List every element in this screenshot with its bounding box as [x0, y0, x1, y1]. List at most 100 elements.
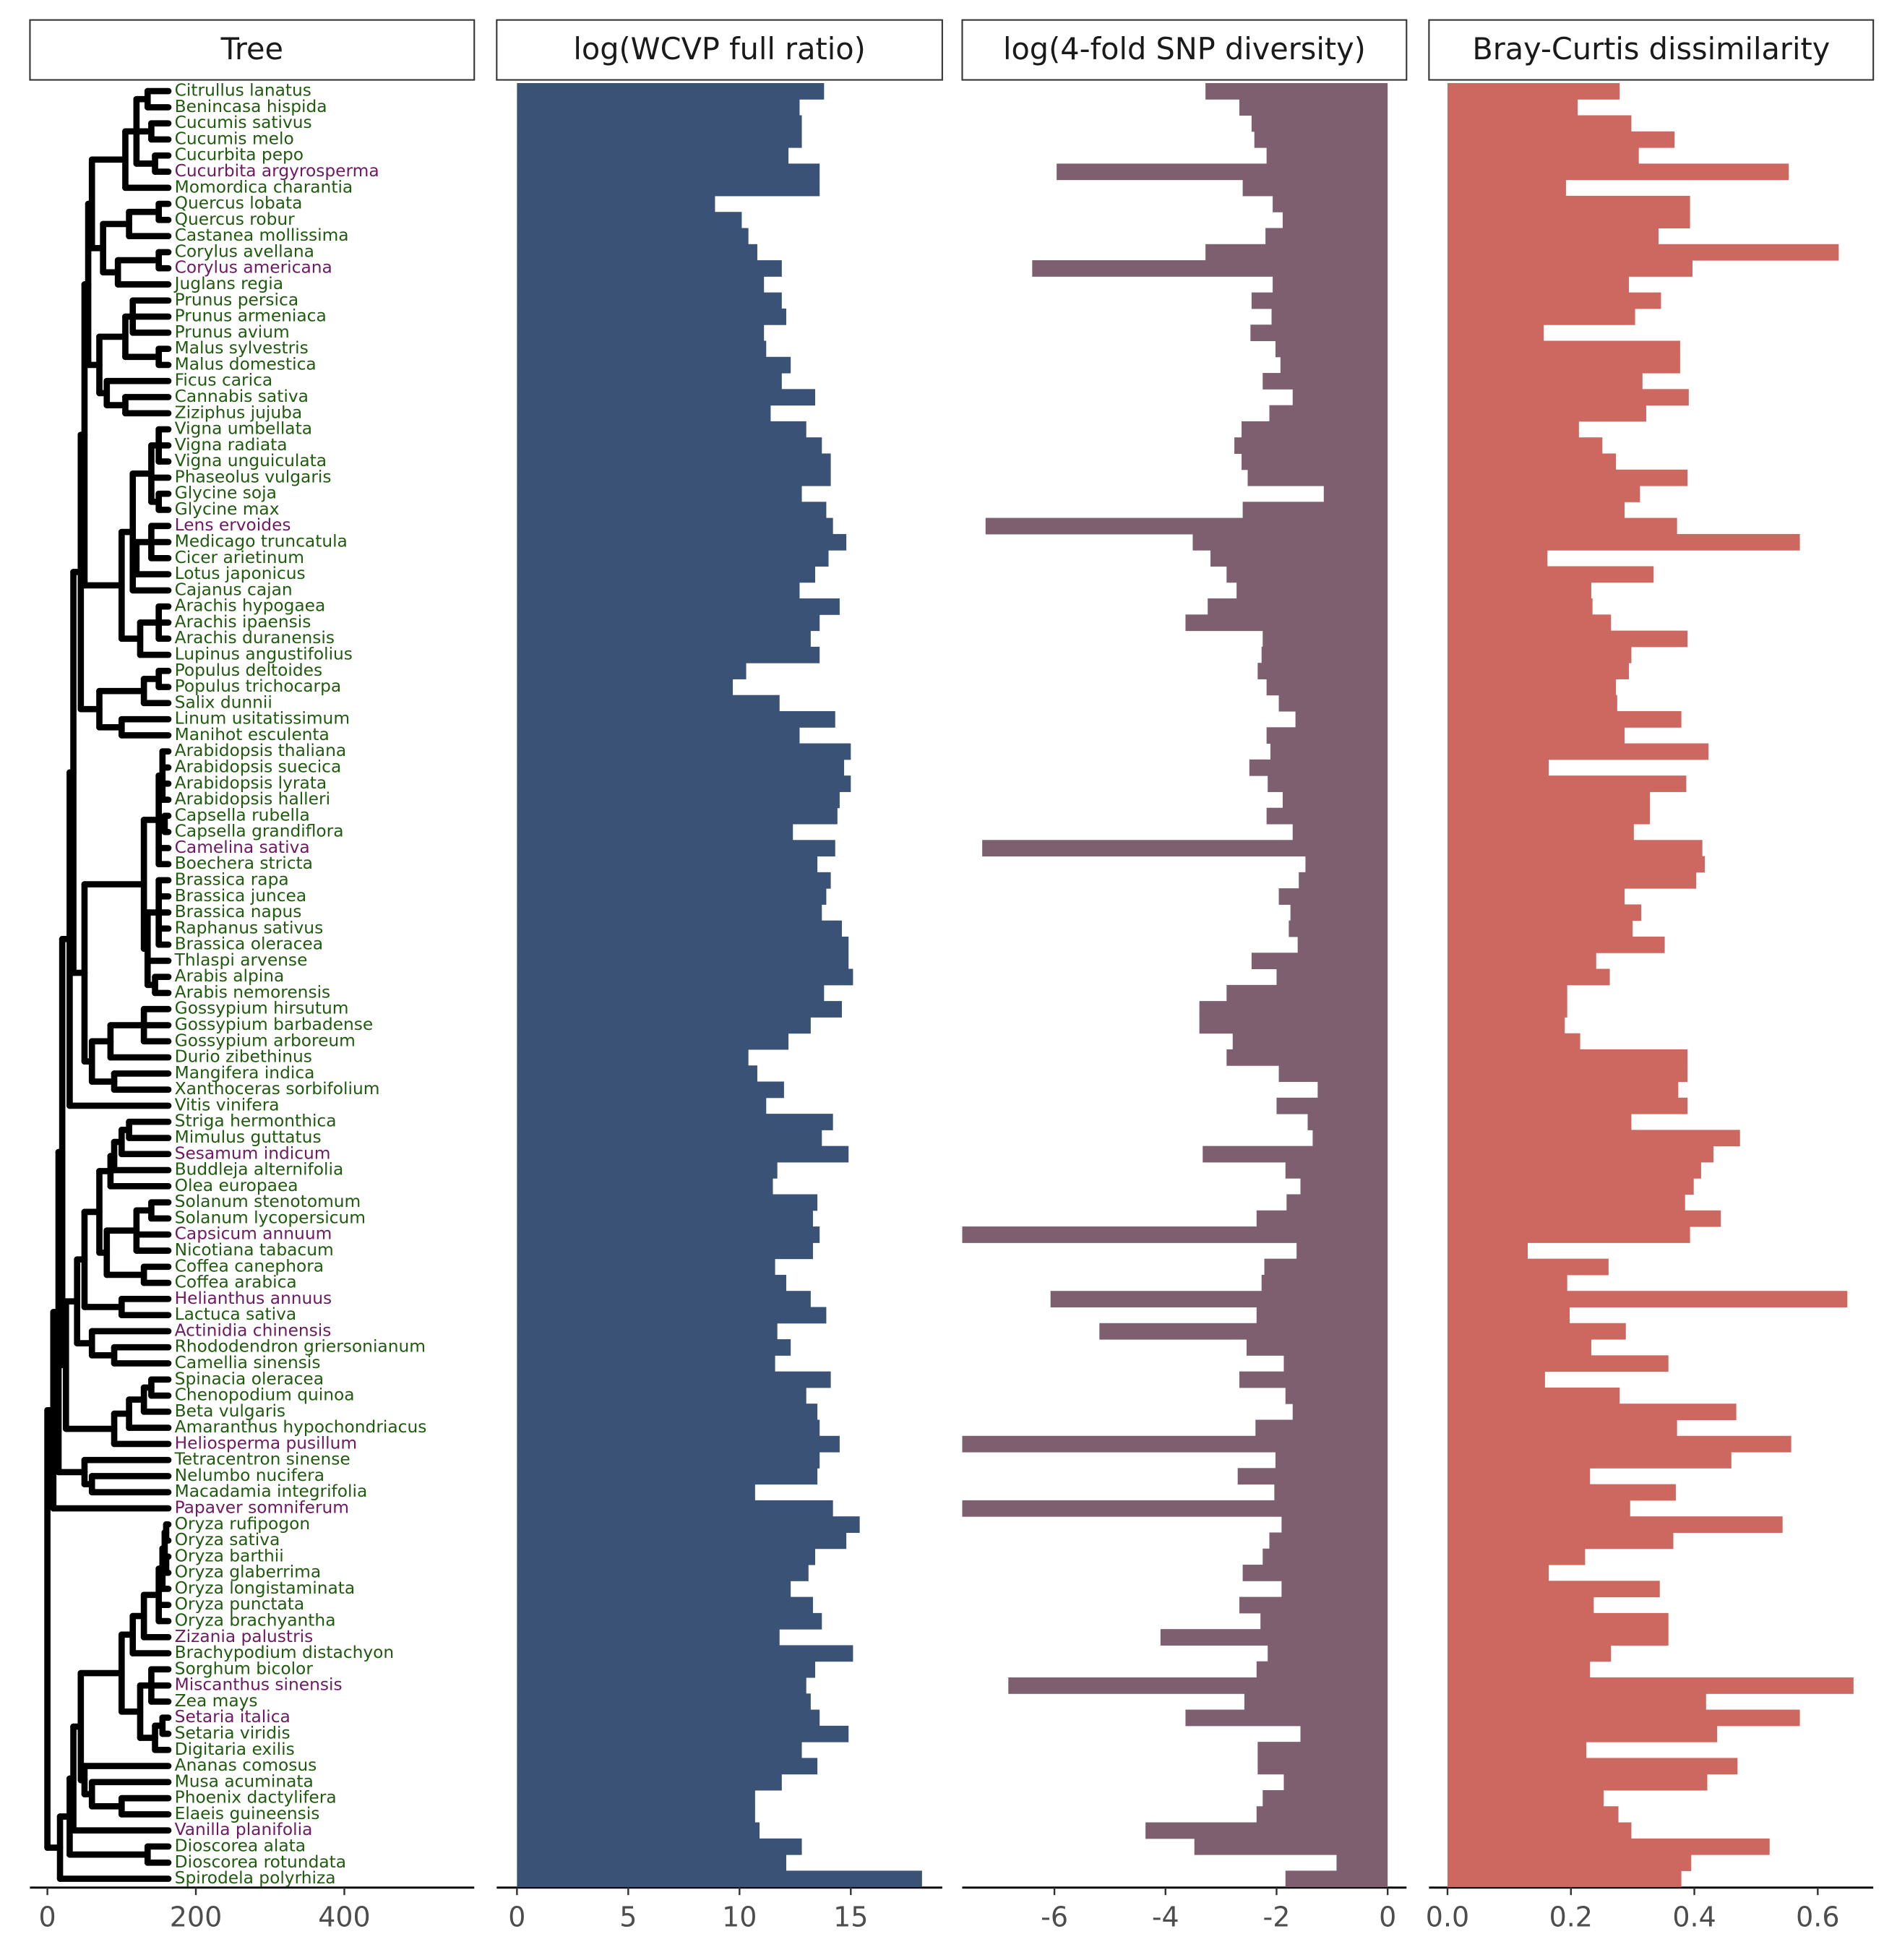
- bar: [1281, 1516, 1388, 1533]
- bar: [1448, 1484, 1676, 1501]
- bar: [1239, 1371, 1388, 1388]
- tip-label: Cajanus cajan: [175, 580, 293, 599]
- tip-label: Zizania palustris: [175, 1627, 314, 1646]
- bar: [1300, 1178, 1388, 1195]
- bar: [1050, 1291, 1388, 1308]
- bar: [1448, 695, 1617, 712]
- bar: [1292, 823, 1388, 841]
- bar: [1199, 1017, 1388, 1034]
- bar: [1271, 308, 1388, 325]
- bar: [1268, 775, 1388, 792]
- bar: [1448, 437, 1603, 454]
- bar: [517, 1033, 789, 1050]
- tip-label: Sesamum indicum: [175, 1143, 331, 1163]
- tip-label: Spirodela polyrhiza: [175, 1868, 336, 1888]
- bar: [517, 953, 849, 970]
- bar: [1261, 646, 1388, 663]
- bar: [1448, 1758, 1738, 1775]
- bar: [1276, 1097, 1388, 1114]
- bar: [1256, 1806, 1388, 1823]
- tip-label: Coffea canephora: [175, 1256, 324, 1276]
- bar: [1448, 807, 1651, 825]
- bar: [1448, 292, 1661, 309]
- bar: [1448, 630, 1688, 648]
- tip-label: Ficus carica: [175, 371, 272, 390]
- bar: [517, 453, 831, 470]
- bar: [517, 1065, 757, 1083]
- bar: [1448, 953, 1596, 970]
- bar: [517, 663, 747, 679]
- tip-label: Brassica rapa: [175, 869, 289, 889]
- bar: [1292, 1404, 1388, 1420]
- bar: [517, 1548, 816, 1565]
- bar: [517, 823, 793, 841]
- bar: [517, 630, 811, 648]
- bar: [517, 1130, 822, 1147]
- bar: [1448, 276, 1630, 293]
- bar: [517, 598, 840, 615]
- bar: [1448, 228, 1659, 245]
- bar: [1448, 1645, 1612, 1662]
- x-tick-label: 0.0: [1426, 1901, 1469, 1933]
- bar: [1265, 228, 1388, 245]
- bar: [1448, 759, 1549, 776]
- bar: [1266, 727, 1388, 744]
- bar: [1242, 421, 1388, 438]
- tip-label: Linum usitatissimum: [175, 709, 350, 728]
- bar: [1278, 888, 1388, 905]
- bar: [517, 1693, 811, 1711]
- bar: [1448, 1435, 1791, 1453]
- tip-label: Camelina sativa: [175, 838, 310, 857]
- bar: [962, 1500, 1388, 1517]
- bar: [517, 1725, 849, 1742]
- bar: [1448, 163, 1789, 181]
- bar: [517, 1242, 813, 1260]
- bar: [1448, 856, 1705, 873]
- bar: [517, 1822, 760, 1839]
- bar: [1448, 1355, 1669, 1372]
- tip-label: Oryza brachyantha: [175, 1611, 336, 1630]
- bar: [517, 276, 765, 293]
- bar: [517, 486, 802, 502]
- tip-label: Lens ervoides: [175, 515, 291, 535]
- bar: [517, 99, 800, 116]
- tip-label: Musa acuminata: [175, 1771, 314, 1791]
- bar: [1203, 1146, 1388, 1163]
- tip-label: Solanum stenotomum: [175, 1192, 361, 1211]
- bar: [962, 1226, 1388, 1243]
- tip-label: Cucurbita pepo: [175, 145, 304, 165]
- bar: [517, 679, 734, 696]
- tip-label: Helianthus annuus: [175, 1289, 332, 1308]
- bar: [1448, 1017, 1565, 1034]
- bar: [1251, 953, 1388, 970]
- bar: [1242, 502, 1388, 519]
- tip-label: Arabidopsis suecica: [175, 757, 342, 776]
- bar: [1448, 1065, 1688, 1083]
- bar: [517, 1742, 802, 1758]
- bar: [517, 711, 835, 728]
- bar: [1008, 1677, 1388, 1694]
- x-tick-label: 0.4: [1672, 1901, 1716, 1933]
- x-tick-label: -2: [1263, 1901, 1291, 1933]
- bar: [1239, 99, 1388, 116]
- x-tick-label: 0.2: [1549, 1901, 1593, 1933]
- tip-label: Raphanus sativus: [175, 918, 324, 937]
- bar: [1448, 840, 1703, 857]
- tip-label: Oryza sativa: [175, 1530, 280, 1549]
- bar: [1296, 1242, 1388, 1260]
- bar: [517, 533, 847, 551]
- bar: [1448, 1452, 1732, 1469]
- bar: [1292, 389, 1388, 406]
- bar: [517, 1468, 818, 1485]
- tip-label: Tetracentron sinense: [174, 1450, 350, 1469]
- bar: [517, 131, 802, 148]
- bar: [517, 695, 780, 712]
- bar: [1448, 469, 1688, 486]
- bar: [1448, 1033, 1580, 1050]
- bar: [1300, 1725, 1388, 1742]
- bar: [1448, 920, 1633, 937]
- bar: [1262, 1548, 1388, 1565]
- bar: [982, 840, 1388, 857]
- bar: [517, 373, 782, 390]
- bar: [1246, 1339, 1388, 1356]
